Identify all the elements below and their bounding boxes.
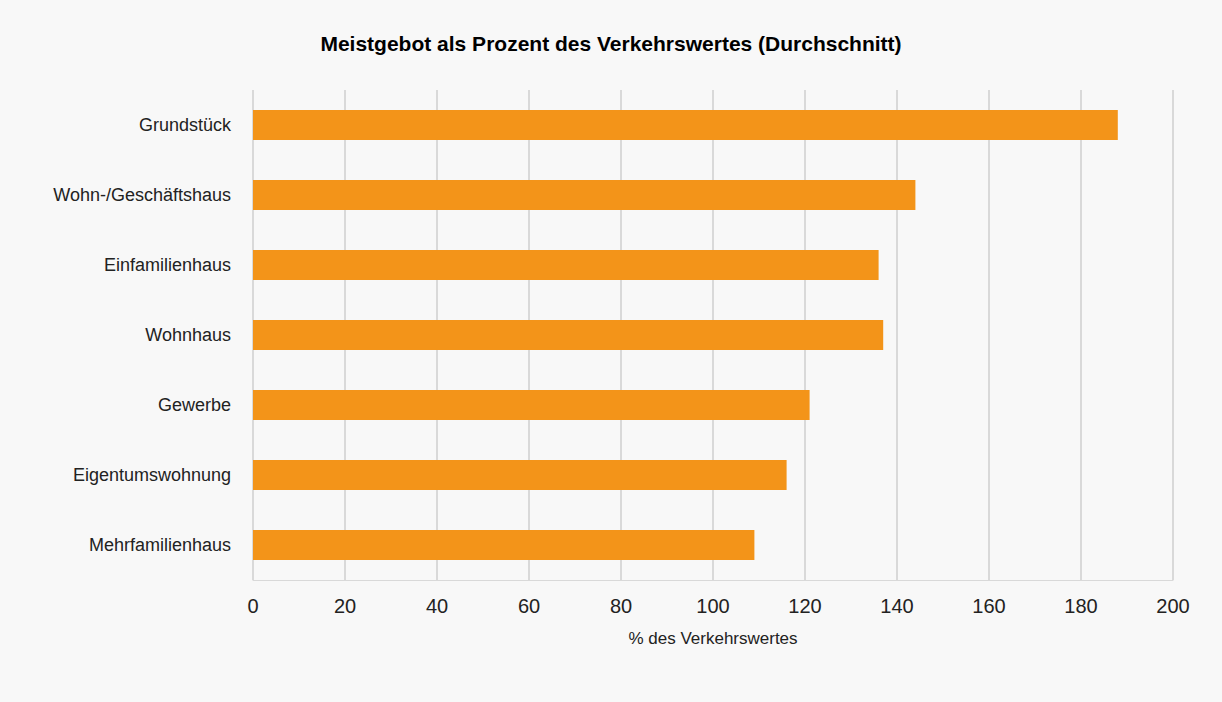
svg-text:% des Verkehrswertes: % des Verkehrswertes bbox=[628, 629, 797, 648]
svg-text:20: 20 bbox=[334, 595, 356, 617]
svg-text:Mehrfamilienhaus: Mehrfamilienhaus bbox=[89, 535, 231, 555]
svg-text:180: 180 bbox=[1064, 595, 1097, 617]
svg-text:Meistgebot als Prozent des Ver: Meistgebot als Prozent des Verkehrswerte… bbox=[320, 32, 901, 55]
svg-text:Gewerbe: Gewerbe bbox=[158, 395, 231, 415]
svg-text:160: 160 bbox=[972, 595, 1005, 617]
svg-text:80: 80 bbox=[610, 595, 632, 617]
svg-text:40: 40 bbox=[426, 595, 448, 617]
svg-text:0: 0 bbox=[247, 595, 258, 617]
svg-text:Eigentumswohnung: Eigentumswohnung bbox=[73, 465, 231, 485]
svg-text:200: 200 bbox=[1156, 595, 1189, 617]
svg-text:60: 60 bbox=[518, 595, 540, 617]
svg-text:Wohnhaus: Wohnhaus bbox=[145, 325, 231, 345]
svg-text:Einfamilienhaus: Einfamilienhaus bbox=[104, 255, 231, 275]
svg-text:120: 120 bbox=[788, 595, 821, 617]
svg-text:Wohn-/Geschäftshaus: Wohn-/Geschäftshaus bbox=[53, 185, 231, 205]
svg-text:Grundstück: Grundstück bbox=[139, 115, 232, 135]
svg-text:100: 100 bbox=[696, 595, 729, 617]
svg-text:140: 140 bbox=[880, 595, 913, 617]
